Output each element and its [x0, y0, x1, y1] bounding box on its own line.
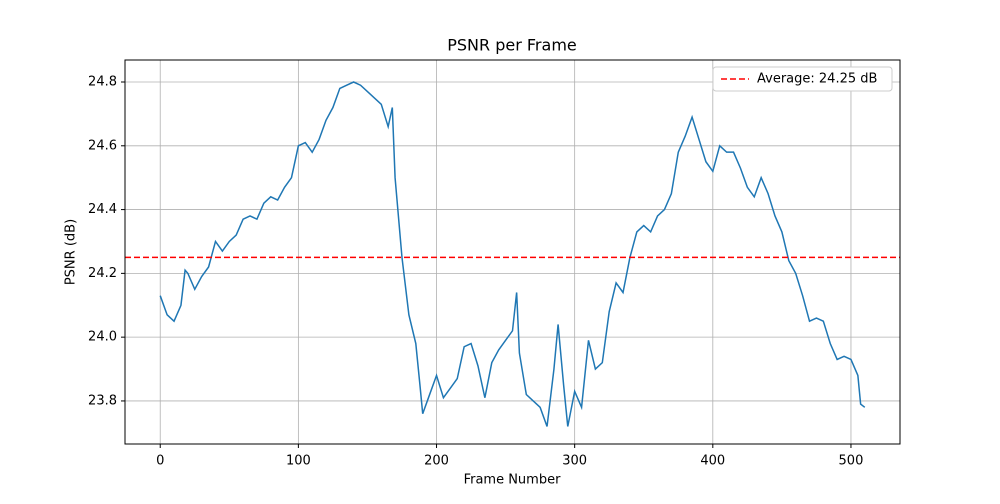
- x-tick-label: 400: [700, 454, 725, 469]
- x-tick-label: 0: [156, 454, 164, 469]
- x-tick-label: 100: [286, 454, 311, 469]
- y-tick-label: 24.0: [88, 330, 117, 345]
- legend-box: [712, 66, 893, 92]
- y-tick-label: 24.8: [88, 75, 117, 90]
- chart-title: PSNR per Frame: [447, 36, 577, 55]
- data-line: [159, 81, 866, 427]
- x-tick-label: 500: [839, 454, 864, 469]
- axes-frame: [124, 59, 901, 445]
- y-tick-label: 23.8: [88, 393, 117, 408]
- y-tick-label: 24.2: [88, 266, 117, 281]
- legend-label: Average: 24.25 dB: [757, 72, 877, 87]
- y-tick-label: 24.6: [88, 138, 117, 153]
- x-tick-label: 300: [562, 454, 587, 469]
- x-axis-label: Frame Number: [464, 473, 562, 488]
- y-axis-label: PSNR (dB): [64, 219, 79, 285]
- y-tick-label: 24.4: [88, 202, 117, 217]
- x-tick-label: 200: [424, 454, 449, 469]
